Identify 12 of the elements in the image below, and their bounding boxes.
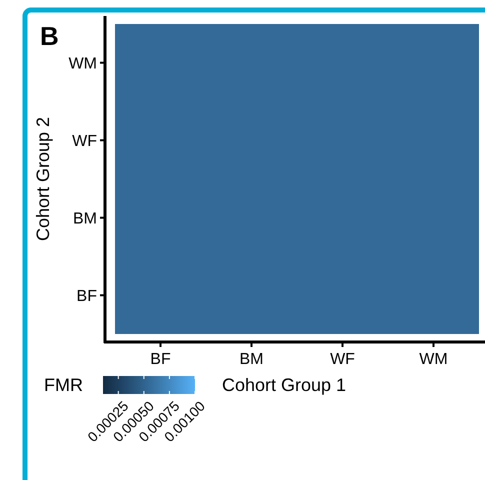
x-tick-label: WF [330, 351, 356, 368]
color-bar-title: FMR [44, 375, 83, 395]
x-axis-title: Cohort Group 1 [222, 375, 346, 395]
x-tick-label: BM [240, 351, 264, 368]
y-tick-label: BM [73, 210, 97, 228]
y-axis-title: Cohort Group 2 [33, 116, 53, 242]
y-tick-label: WM [68, 55, 97, 72]
y-tick-label: WF [72, 132, 98, 150]
y-tick-label: BF [76, 288, 98, 305]
chart-title: B [40, 21, 59, 51]
x-tick-label: WM [419, 351, 448, 368]
x-tick-label: BF [150, 351, 171, 368]
